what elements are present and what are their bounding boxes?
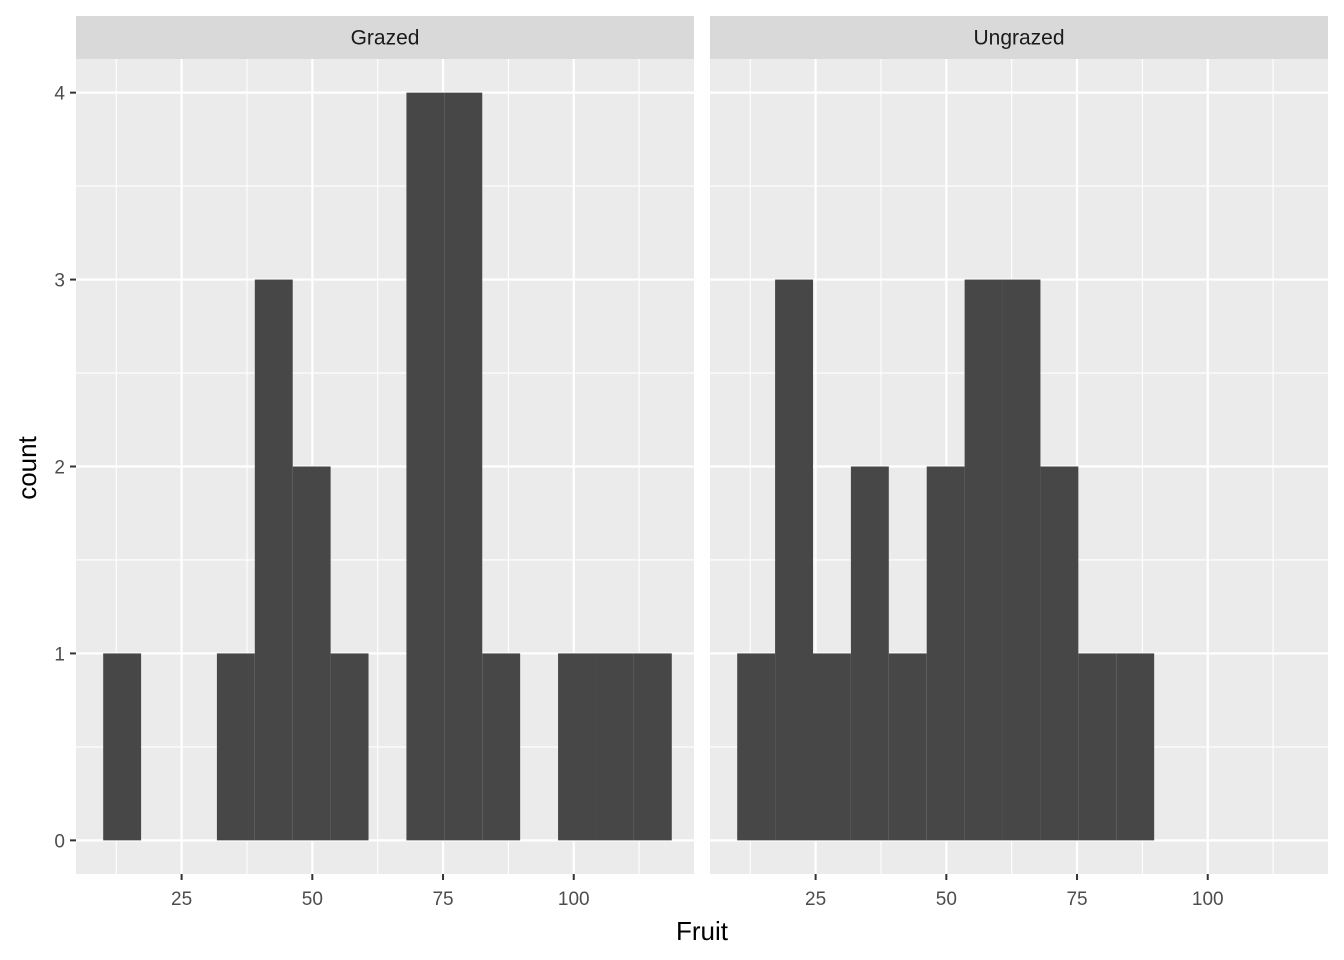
histogram-bar [595,653,634,841]
y-tick-label: 3 [54,271,65,292]
histogram-bar [330,653,369,841]
x-tick-label: 100 [558,889,590,910]
histogram-bar [482,653,521,841]
histogram-bar [775,279,813,841]
histogram-bar [1116,653,1155,841]
histogram-bar [737,653,776,841]
x-tick-label: 75 [432,889,453,910]
histogram-bar [558,653,596,841]
y-tick-label: 0 [54,831,65,852]
histogram-bar [444,92,483,841]
facet-panel-grazed: Grazed 25 50 75 100 [76,16,694,910]
y-tick-label: 2 [54,458,65,479]
histogram-bar [1078,653,1117,841]
histogram-bar [1040,466,1079,841]
y-axis: 0 1 2 3 4 [54,84,76,852]
histogram-bar [813,653,851,841]
histogram-bar [103,653,142,841]
histogram-bar [1002,279,1041,841]
facet-panel-ungrazed: Ungrazed 25 50 75 100 [710,16,1328,910]
y-tick-label: 1 [54,644,65,665]
x-tick-label: 100 [1192,889,1224,910]
facet-panels: Grazed 25 50 75 100 Ungrazed 25 50 75 100 [76,16,1328,910]
y-tick-label: 4 [54,84,65,105]
facet-strip-label: Grazed [351,27,420,50]
x-tick-label: 50 [302,889,323,910]
facet-strip-background [76,16,694,59]
histogram-bar [292,466,331,841]
histogram-bar [926,466,965,841]
histogram-bar [888,653,927,841]
x-tick-label: 50 [936,889,957,910]
y-axis-title: count [12,435,42,499]
x-tick-label: 75 [1066,889,1087,910]
histogram-bar [964,279,1003,841]
histogram-bar [633,653,672,841]
facet-strip-label: Ungrazed [973,27,1064,50]
x-axis-title: Fruit [676,916,729,946]
facet-strip-background [710,16,1328,59]
x-tick-label: 25 [171,889,192,910]
x-tick-label: 25 [805,889,826,910]
histogram-bar [254,279,293,841]
histogram-bar [406,92,445,841]
histogram-bar [850,466,889,841]
histogram-bar [216,653,255,841]
